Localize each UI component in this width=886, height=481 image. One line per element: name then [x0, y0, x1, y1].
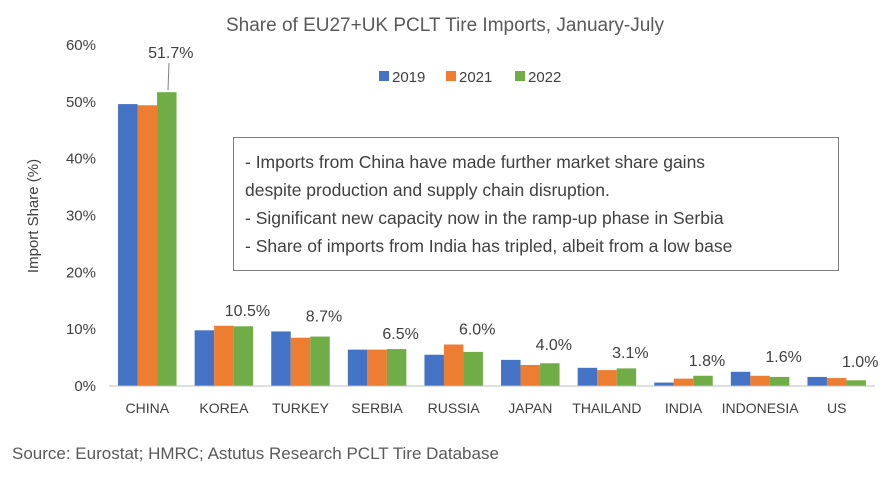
bar-2019-india	[654, 382, 674, 386]
china-leader-line	[167, 62, 170, 91]
bar-2022-turkey	[310, 336, 330, 386]
bar-2021-us	[826, 378, 847, 386]
bar-2022-india	[693, 375, 713, 386]
bar-2019-japan	[501, 359, 521, 386]
bar-2019-korea	[194, 330, 215, 386]
legend-label-2022: 2022	[528, 69, 561, 86]
x-tick-label: US	[827, 400, 846, 416]
legend-swatch-2022	[515, 71, 525, 81]
bar-2021-china	[137, 105, 158, 386]
bar-2022-us	[846, 380, 866, 386]
bar-2021-indonesia	[750, 375, 770, 386]
bar-2022-thailand	[616, 368, 637, 386]
annotation-box: - Imports from China have made further m…	[233, 137, 839, 271]
annotation-line: despite production and supply chain disr…	[245, 180, 610, 200]
data-label: 3.1%	[612, 345, 648, 362]
bar-2019-thailand	[577, 367, 598, 386]
y-tick-label: 0%	[74, 378, 96, 395]
bar-2019-us	[807, 376, 827, 386]
bar-2019-turkey	[271, 331, 291, 386]
data-label: 1.0%	[842, 354, 878, 371]
bar-2019-russia	[424, 354, 444, 386]
y-tick-label: 40%	[66, 151, 96, 168]
annotation-line: - Imports from China have made further m…	[245, 152, 706, 172]
source-note: Source: Eurostat; HMRC; Astutus Research…	[12, 444, 499, 463]
bar-2019-serbia	[347, 349, 368, 386]
bar-2021-india	[673, 378, 694, 386]
legend-label-2019: 2019	[392, 69, 425, 86]
legend-swatch-2019	[379, 71, 389, 81]
bar-2022-russia	[463, 351, 483, 386]
bar-2021-russia	[443, 344, 464, 386]
y-tick-label: 30%	[66, 208, 96, 225]
bar-2021-japan	[520, 364, 541, 386]
x-tick-label: KOREA	[199, 400, 249, 416]
bar-2022-china	[157, 92, 177, 387]
y-axis-ticks: 0% 10% 20% 30% 40% 50% 60%	[66, 37, 96, 395]
y-tick-label: 10%	[66, 321, 96, 338]
bar-2021-turkey	[290, 337, 311, 386]
bar-2021-thailand	[597, 370, 617, 386]
x-tick-label: TURKEY	[272, 400, 329, 416]
legend-label-2021: 2021	[459, 69, 492, 86]
bar-2022-serbia	[386, 349, 407, 386]
data-label: 4.0%	[536, 337, 572, 354]
data-label: 8.7%	[306, 308, 342, 325]
x-tick-label: RUSSIA	[428, 400, 481, 416]
x-tick-label: INDONESIA	[722, 400, 800, 416]
bar-2022-korea	[233, 326, 254, 386]
x-tick-label: INDIA	[665, 400, 703, 416]
data-label: 6.0%	[459, 322, 495, 339]
data-label: 6.5%	[382, 326, 418, 343]
x-axis-ticks: CHINA KOREA TURKEY SERBIA RUSSIA JAPAN THAILAN…	[126, 400, 847, 416]
y-axis-label: Import Share (%)	[25, 159, 42, 273]
bars	[118, 92, 866, 387]
data-label: 1.8%	[689, 353, 725, 370]
bar-2022-indonesia	[769, 376, 790, 386]
annotation-line: - Share of imports from India has triple…	[245, 236, 733, 256]
bar-2021-serbia	[367, 349, 387, 386]
data-label: 10.5%	[225, 303, 270, 320]
bar-2019-indonesia	[730, 371, 751, 386]
chart-title: Share of EU27+UK PCLT Tire Imports, Janu…	[226, 15, 665, 36]
legend-swatch-2021	[446, 71, 456, 81]
data-label: 1.6%	[765, 349, 801, 366]
data-label: 51.7%	[148, 45, 193, 62]
annotation-line: - Significant new capacity now in the ra…	[245, 208, 724, 228]
y-tick-label: 20%	[66, 264, 96, 281]
legend: 2019 2021 2022	[379, 69, 561, 86]
bar-2021-korea	[214, 325, 234, 386]
x-tick-label: THAILAND	[572, 400, 641, 416]
x-tick-label: JAPAN	[508, 400, 552, 416]
x-tick-label: CHINA	[126, 400, 170, 416]
bar-2019-china	[118, 104, 138, 387]
data-labels: 51.7% 10.5% 8.7% 6.5% 6.0% 4.0% 3.1% 1.8% 1.6% 1.…	[148, 45, 878, 371]
x-tick-label: SERBIA	[351, 400, 403, 416]
bar-2022-japan	[540, 363, 560, 386]
y-tick-label: 50%	[66, 94, 96, 111]
y-tick-label: 60%	[66, 37, 96, 54]
